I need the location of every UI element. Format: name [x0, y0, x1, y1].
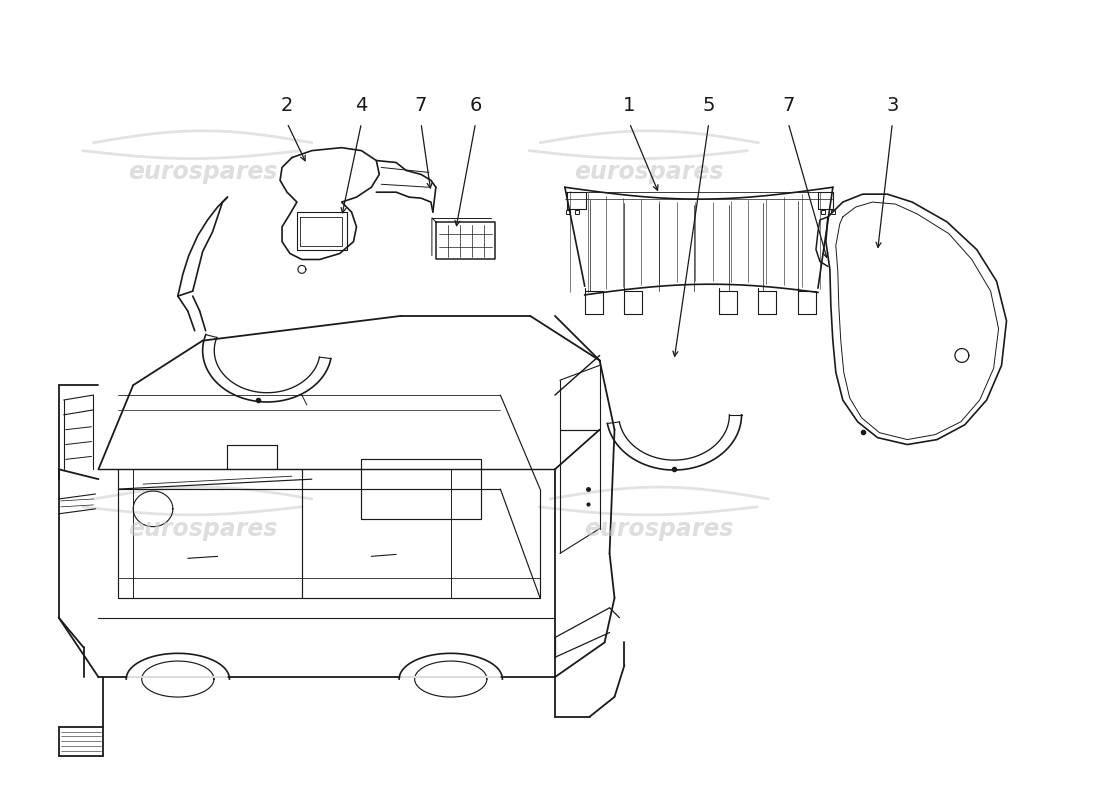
Text: 7: 7	[782, 96, 794, 115]
Text: eurospares: eurospares	[584, 517, 734, 541]
Text: eurospares: eurospares	[128, 517, 277, 541]
Text: eurospares: eurospares	[128, 160, 277, 184]
Text: 5: 5	[703, 96, 715, 115]
Text: 1: 1	[624, 96, 636, 115]
Text: 4: 4	[355, 96, 367, 115]
Text: 7: 7	[415, 96, 427, 115]
Text: eurospares: eurospares	[574, 160, 724, 184]
Text: 2: 2	[280, 96, 294, 115]
Text: 6: 6	[470, 96, 482, 115]
Text: 3: 3	[887, 96, 899, 115]
